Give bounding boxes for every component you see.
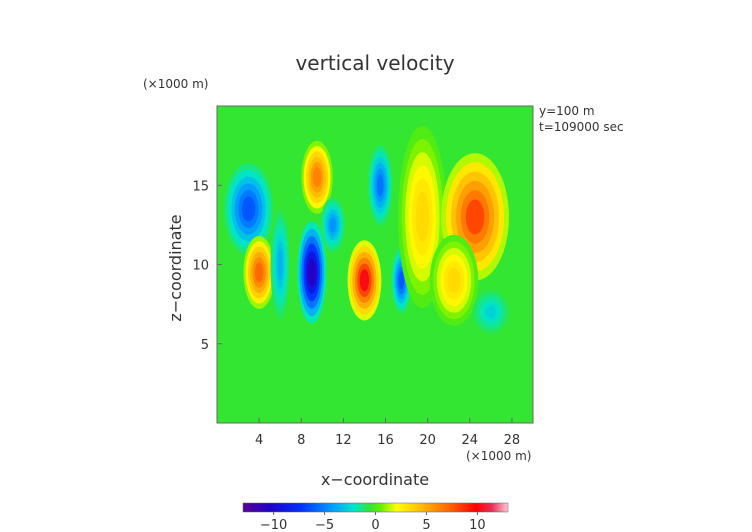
heatmap-cell-3 — [297, 221, 327, 324]
chart-title: vertical velocity — [295, 51, 454, 75]
y-units-label: (×1000 m) — [143, 77, 208, 91]
heatmap-cell-11 — [429, 234, 479, 326]
y-axis-label: z−coordinate — [166, 214, 185, 321]
heatmap-cell-7 — [368, 145, 393, 226]
y-tick-label-1: 10 — [192, 259, 209, 274]
annotation-y: y=100 m — [539, 104, 595, 118]
heatmap-cell-2 — [270, 209, 290, 320]
x-units-label: (×1000 m) — [466, 449, 531, 463]
colorbar-tick-label-2: 0 — [371, 518, 379, 532]
heatmap-cells — [224, 125, 510, 334]
colorbar-tick-label-0: −10 — [260, 518, 287, 532]
x-axis-ticks: 4 8 12 16 20 24 28 — [255, 418, 520, 448]
heatmap-cell-5 — [320, 197, 345, 253]
heatmap-cell-12 — [472, 290, 510, 334]
heatmap-cell-6 — [347, 240, 382, 321]
x-tick-label-5: 24 — [462, 433, 479, 448]
heatmap-cell-1 — [243, 235, 275, 309]
x-tick-label-3: 16 — [377, 433, 394, 448]
colorbar — [242, 502, 509, 513]
x-tick-label-4: 20 — [419, 433, 436, 448]
heatmap-cell-0 — [224, 163, 273, 255]
colorbar-tick-label-3: 5 — [422, 518, 430, 532]
x-tick-label-2: 12 — [335, 433, 352, 448]
heatmap-plot-area — [217, 106, 533, 423]
heatmap-cell-4 — [301, 140, 333, 214]
y-tick-label-0: 5 — [201, 338, 209, 353]
x-tick-label-6: 28 — [504, 433, 521, 448]
colorbar-tick-label-1: −5 — [315, 518, 334, 532]
x-axis-label: x−coordinate — [321, 470, 429, 489]
annotation-t: t=109000 sec — [539, 120, 624, 134]
colorbar-tick-label-4: 10 — [469, 518, 486, 532]
colorbar-ticks: −10 −5 0 5 10 — [260, 512, 486, 532]
x-tick-label-0: 4 — [255, 433, 263, 448]
y-tick-label-2: 15 — [192, 179, 209, 194]
x-tick-label-1: 8 — [297, 433, 305, 448]
y-axis-ticks: 5 10 15 — [192, 179, 222, 353]
